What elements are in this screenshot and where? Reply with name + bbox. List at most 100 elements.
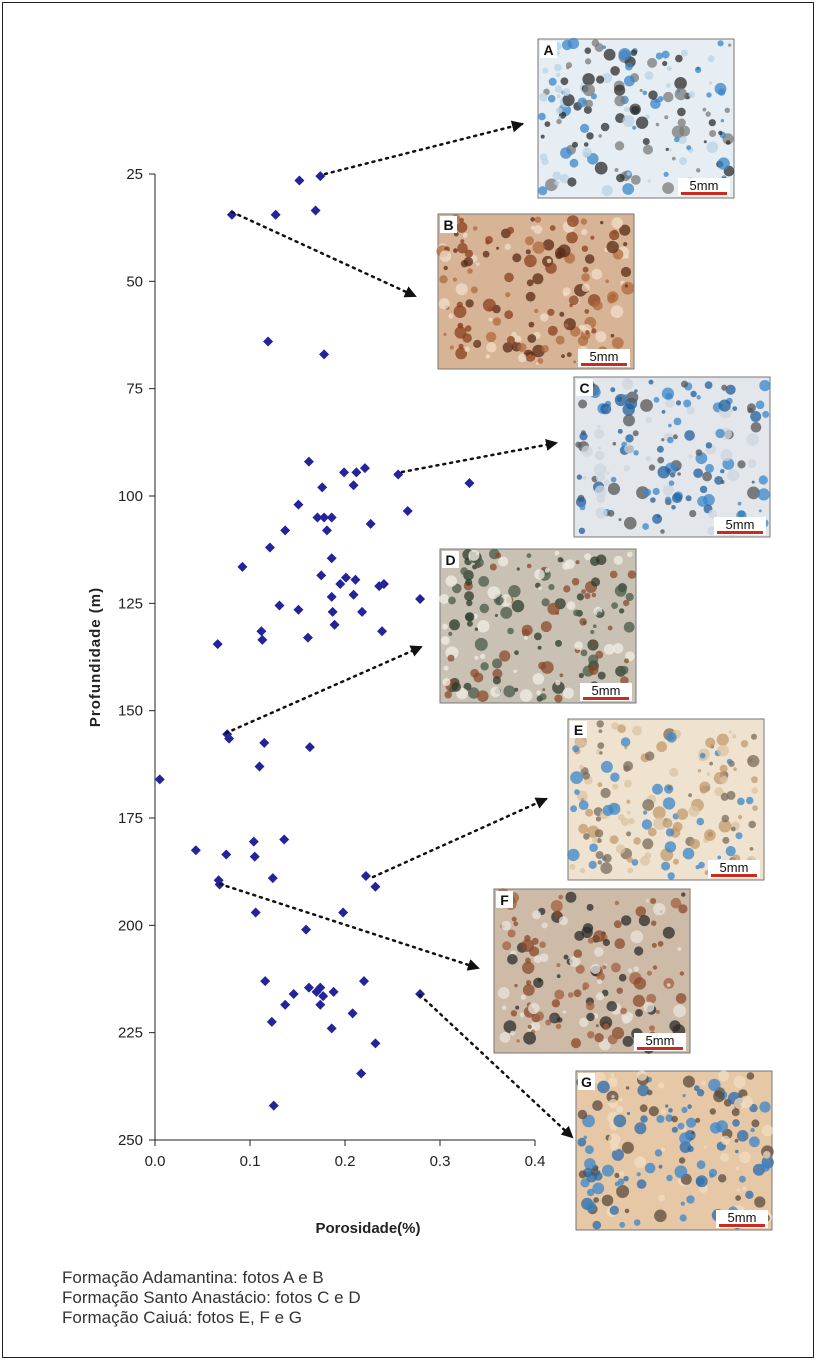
data-point [302,632,313,643]
scale-bar [719,1224,765,1227]
data-point [274,600,285,611]
data-point [250,907,261,918]
sample-arrow [323,120,524,176]
scale-label: 5mm [720,860,749,875]
data-point [257,634,268,645]
data-point [288,989,299,1000]
data-point [249,851,260,862]
data-point [328,986,339,997]
data-point [315,999,326,1010]
x-axis-ticks: 0.0 0.1 0.2 0.3 0.4 [145,1140,545,1170]
photo-letter-box [576,379,593,396]
scale-box [578,349,630,367]
x-tick-label: 0.1 [240,1153,261,1170]
data-point [279,834,290,845]
grain-texture [567,720,760,880]
scale-bar [583,697,629,700]
caption-line-2: Formação Santo Anastácio: fotos C e D [62,1288,361,1307]
data-point [327,606,338,617]
data-point [326,512,337,523]
scale-box [580,683,632,701]
data-point [370,1038,381,1049]
photo-f: F 5mm [493,888,691,1054]
data-point [190,845,201,856]
sample-arrow [371,797,548,879]
data-point [270,209,281,220]
scale-label: 5mm [592,683,621,698]
photo-letter: G [581,1074,592,1090]
data-point [293,604,304,615]
photo-letter-box [540,41,557,58]
photo-c: C 5mm [573,376,771,538]
data-point [224,733,235,744]
data-point [256,626,267,637]
data-point [212,639,223,650]
data-point [311,986,322,997]
data-point [365,518,376,529]
photo-letter: C [579,380,589,396]
data-point [393,469,404,480]
data-point [329,619,340,630]
y-tick-label: 175 [118,810,143,827]
y-tick-label: 150 [118,703,143,720]
x-tick-label: 0.2 [335,1153,356,1170]
sample-arrow [418,993,574,1139]
data-point [402,506,413,517]
scale-label: 5mm [690,178,719,193]
sample-arrow [224,645,423,735]
data-point [154,774,165,785]
scale-bar [711,874,757,877]
photo-letter: B [443,217,453,233]
scale-box [708,860,760,878]
scale-box [678,178,730,196]
sample-arrow [218,882,480,971]
photo-e: E 5mm [567,718,765,881]
data-point [221,849,232,860]
data-point [360,870,371,881]
data-point [415,594,426,605]
grain-texture [439,548,637,703]
data-point [464,478,475,489]
caption-line-1: Formação Adamantina: fotos A e B [62,1268,324,1287]
x-axis-label: Porosidade(%) [315,1220,420,1237]
data-point [326,591,337,602]
data-point [264,542,275,553]
data-point [326,1023,337,1034]
y-tick-label: 50 [126,273,143,290]
sample-arrows [218,120,574,1139]
photo-letter-box [440,216,457,233]
data-point [359,463,370,474]
data-point [294,175,305,186]
x-tick-label: 0.3 [430,1153,451,1170]
data-point [339,467,350,478]
sample-arrow [230,210,417,298]
photomicrographs: A 5mm B 5mm C 5mm D 5mm E 5mm F 5mm G 5mm [436,37,774,1231]
y-tick-label: 100 [118,488,143,505]
x-tick-label: 0.0 [145,1153,166,1170]
photo-letter-box [496,891,513,908]
data-point [318,991,329,1002]
data-point [340,572,351,583]
data-point [370,881,381,892]
scale-label: 5mm [728,1210,757,1225]
scale-box [716,1210,768,1228]
data-point [260,976,271,987]
photo-background [437,213,635,370]
scale-label: 5mm [646,1033,675,1048]
data-point [254,761,265,772]
grain-texture [436,214,635,366]
data-point [378,579,389,590]
y-tick-label: 200 [118,917,143,934]
photo-letter-box [442,551,459,568]
y-tick-label: 225 [118,1025,143,1042]
scale-bar [637,1047,683,1050]
data-point [301,924,312,935]
photo-letter: F [500,892,509,908]
data-point [348,480,359,491]
sample-arrow [400,438,558,474]
scale-bar [681,192,727,195]
data-point [248,836,259,847]
data-points [154,171,475,1111]
photo-d: D 5mm [439,548,637,704]
